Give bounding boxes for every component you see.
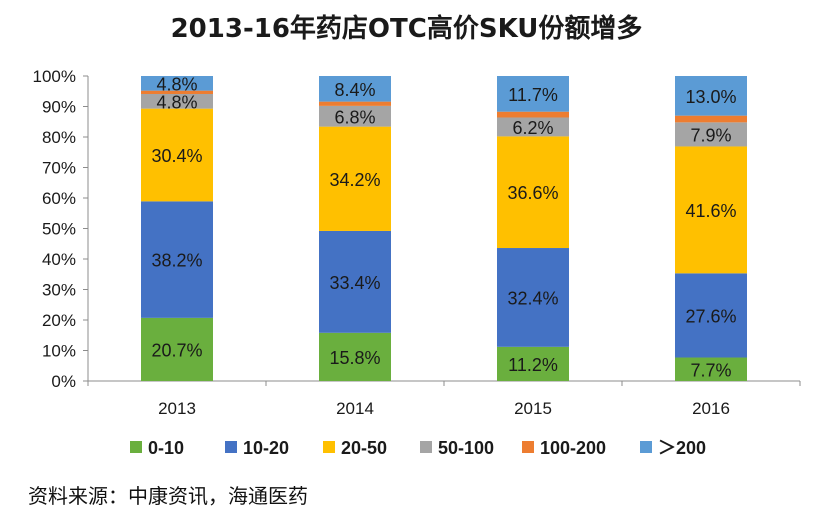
legend-swatch [640, 441, 652, 453]
bar-2013-50-100 [141, 93, 213, 109]
bar-2015-20-50 [497, 136, 569, 249]
bar-2015-100-200 [497, 111, 569, 118]
data-label: 27.6% [685, 306, 736, 326]
data-label: 6.8% [334, 107, 375, 127]
bar-2015-gt200 [497, 76, 569, 112]
bar-2014-10-20 [319, 230, 391, 333]
legend-swatch [323, 441, 335, 453]
data-label: 41.6% [685, 201, 736, 221]
y-tick-label: 80% [42, 128, 76, 147]
legend-swatch [225, 441, 237, 453]
x-tick-label: 2016 [692, 399, 730, 418]
legend-label: 50-100 [438, 438, 494, 458]
bar-2014-50-100 [319, 105, 391, 127]
data-label: 6.2% [512, 118, 553, 138]
bar-2014-0-10 [319, 332, 391, 381]
bar-2016-50-100 [675, 122, 747, 147]
data-label: 7.7% [690, 360, 731, 380]
bar-2016-10-20 [675, 273, 747, 358]
y-tick-label: 60% [42, 189, 76, 208]
bar-2013-gt200 [141, 76, 213, 91]
bar-2013-20-50 [141, 108, 213, 202]
data-label: 8.4% [334, 80, 375, 100]
bar-2014-100-200 [319, 101, 391, 106]
x-tick-label: 2015 [514, 399, 552, 418]
bar-2013-0-10 [141, 317, 213, 381]
bar-2014-20-50 [319, 126, 391, 231]
bar-2016-gt200 [675, 76, 747, 116]
y-tick-label: 100% [33, 67, 76, 86]
y-tick-label: 30% [42, 281, 76, 300]
data-label: 4.8% [156, 74, 197, 94]
data-label: 38.2% [151, 251, 202, 271]
x-tick-label: 2014 [336, 399, 374, 418]
legend-label: 10-20 [243, 438, 289, 458]
legend-label: 100-200 [540, 438, 606, 458]
bar-2013-10-20 [141, 201, 213, 318]
bar-2014-gt200 [319, 76, 391, 102]
legend-swatch [130, 441, 142, 453]
data-label: 36.6% [507, 183, 558, 203]
legend-label: 0-10 [148, 438, 184, 458]
data-label: 4.8% [156, 92, 197, 112]
legend-label: 20-50 [341, 438, 387, 458]
legend-label: ＞200 [658, 438, 706, 458]
data-label: 32.4% [507, 288, 558, 308]
bar-2015-10-20 [497, 248, 569, 347]
data-label: 15.8% [329, 348, 380, 368]
legend-swatch [522, 441, 534, 453]
y-tick-label: 20% [42, 311, 76, 330]
bar-2016-20-50 [675, 146, 747, 274]
bar-2016-100-200 [675, 115, 747, 123]
data-label: 34.2% [329, 170, 380, 190]
bar-2016-0-10 [675, 357, 747, 381]
y-tick-label: 40% [42, 250, 76, 269]
x-tick-label: 2013 [158, 399, 196, 418]
y-tick-label: 70% [42, 159, 76, 178]
data-label: 11.2% [508, 355, 558, 375]
data-label: 11.7% [508, 85, 558, 105]
chart-title: 2013-16年药店OTC高价SKU份额增多 [170, 14, 643, 44]
data-label: 33.4% [329, 273, 380, 293]
data-label: 30.4% [151, 146, 202, 166]
y-tick-label: 50% [42, 220, 76, 239]
data-label: 20.7% [151, 340, 202, 360]
bar-2013-100-200 [141, 90, 213, 94]
y-tick-label: 0% [51, 372, 76, 391]
legend-swatch [420, 441, 432, 453]
data-label: 7.9% [690, 125, 731, 145]
source-note: 资料来源：中康资讯，海通医药 [28, 484, 308, 508]
y-tick-label: 10% [42, 342, 76, 361]
data-label: 13.0% [685, 87, 736, 107]
bar-2015-50-100 [497, 117, 569, 137]
y-tick-label: 90% [42, 98, 76, 117]
bar-2015-0-10 [497, 346, 569, 381]
